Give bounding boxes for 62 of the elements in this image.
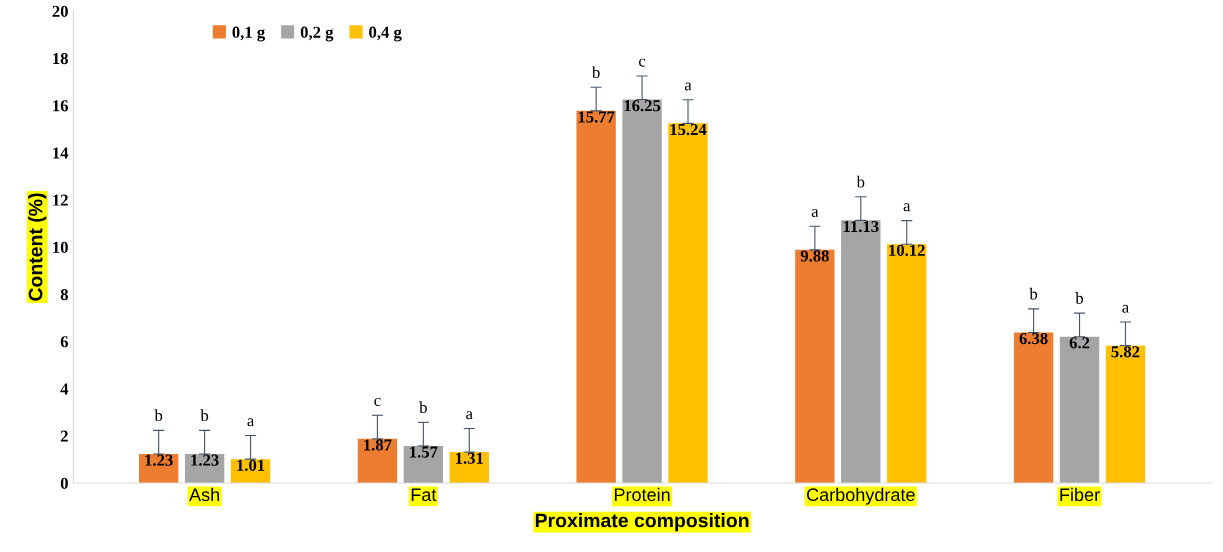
x-tick-label: Fiber <box>1060 487 1100 502</box>
data-label: 1.57 <box>410 446 438 458</box>
annotation: c <box>639 58 646 67</box>
y-tick-label: 0 <box>60 477 68 489</box>
data-label: 10.12 <box>889 244 925 256</box>
x-tick-label: Carbohydrate <box>807 487 915 505</box>
bar <box>668 123 708 483</box>
y-tick-label: 14 <box>53 147 69 159</box>
bar <box>841 220 881 483</box>
data-label: 15.24 <box>670 123 707 136</box>
annotation: b <box>1075 292 1084 304</box>
bar <box>357 438 398 483</box>
annotation: c <box>374 397 381 406</box>
annotation: a <box>466 411 473 420</box>
x-tick-label: Ash <box>189 487 219 502</box>
y-tick-label: 18 <box>53 52 68 65</box>
annotation: b <box>419 401 427 414</box>
bar <box>1059 336 1100 483</box>
annotation: b <box>154 409 163 422</box>
y-tick-label: 12 <box>53 194 68 206</box>
data-label: 1.87 <box>364 439 392 451</box>
y-tick-label: 10 <box>53 241 68 253</box>
data-label: 15.77 <box>578 111 615 123</box>
data-label: 1.31 <box>456 452 483 464</box>
y-tick-label: 20 <box>52 5 68 17</box>
bar <box>576 110 616 483</box>
annotation: a <box>247 418 255 427</box>
bar <box>1105 345 1146 483</box>
annotation: b <box>1029 287 1038 300</box>
x-tick-label: Fat <box>411 488 437 502</box>
legend-label: 0,4 g <box>369 26 402 42</box>
data-label: 5.82 <box>1111 346 1140 358</box>
data-label: 6.38 <box>1019 332 1048 345</box>
annotation: a <box>811 208 819 217</box>
x-tick-label: Protein <box>614 487 670 502</box>
data-label: 6.2 <box>1069 337 1090 349</box>
annotation: b <box>200 409 209 422</box>
data-label: 11.13 <box>843 220 879 233</box>
y-axis-title: Content (%) <box>28 193 47 301</box>
annotation: b <box>856 175 865 188</box>
y-tick-label: 4 <box>60 383 69 395</box>
data-label: 1.23 <box>191 454 219 466</box>
annotation: a <box>903 203 911 212</box>
bar <box>795 249 835 483</box>
data-label: 1.23 <box>145 454 173 466</box>
y-tick-label: 8 <box>60 288 68 301</box>
bar <box>887 244 927 483</box>
legend-label: 0,2 g <box>300 26 334 42</box>
annotation: a <box>1122 304 1129 313</box>
bar <box>403 445 444 483</box>
x-axis-title: Proximate composition <box>535 513 749 532</box>
annotation: b <box>591 66 600 78</box>
legend-label: 0,1 g <box>232 26 265 42</box>
data-label: 16.25 <box>624 100 661 112</box>
y-tick-label: 2 <box>60 430 68 442</box>
y-tick-label: 6 <box>60 336 69 348</box>
data-label: 9.88 <box>800 250 829 262</box>
bar <box>622 99 662 483</box>
data-label: 1.01 <box>237 459 265 471</box>
annotation: a <box>684 82 692 91</box>
bar <box>1013 332 1054 483</box>
y-tick-label: 16 <box>53 100 69 112</box>
